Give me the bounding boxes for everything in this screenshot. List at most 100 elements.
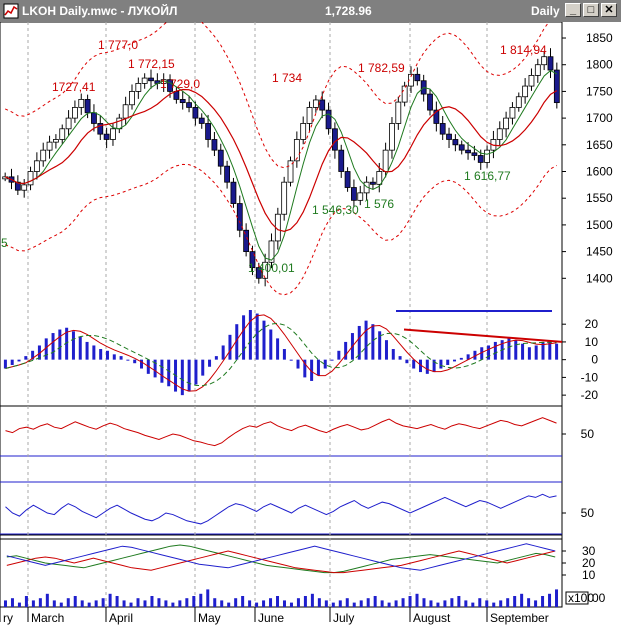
macd-axis-label: 0 — [591, 353, 598, 367]
macd-histogram-bar — [105, 350, 109, 360]
volume-bar — [478, 598, 482, 607]
peak-price-label: 1 734 — [272, 71, 302, 85]
macd-histogram-bar — [214, 356, 218, 360]
trough-price-label: 1 546,30 — [312, 203, 359, 217]
price-candle — [262, 261, 269, 279]
macd-histogram-bar — [493, 341, 497, 360]
price-axis-label: 1600 — [586, 165, 613, 179]
volume-bar — [3, 600, 7, 607]
macd-axis-label: -20 — [581, 388, 599, 402]
volume-bar — [492, 602, 496, 607]
macd-histogram-bar — [10, 359, 14, 365]
volume-bar — [359, 600, 363, 607]
volume-bar — [534, 600, 538, 607]
price-candle — [243, 229, 250, 253]
chart-canvas[interactable]: ry March April May June July August September 14… — [0, 22, 621, 625]
peak-price-label: 1 777,0 — [98, 38, 138, 52]
slow-moving-average-line — [4, 88, 558, 232]
peak-price-label: 1727,41 — [52, 80, 96, 94]
price-candle — [122, 104, 129, 119]
volume-bar — [276, 596, 280, 607]
price-candle — [293, 139, 300, 162]
macd-histogram-bar — [235, 324, 239, 360]
price-candle — [217, 149, 224, 167]
price-candle — [249, 251, 256, 269]
volume-bar — [192, 596, 196, 607]
macd-histogram-bar — [453, 359, 457, 362]
price-axis-label: 1550 — [586, 191, 613, 205]
volume-bar — [269, 598, 273, 607]
volume-bar — [157, 598, 161, 607]
macd-histogram-bar — [71, 331, 75, 360]
volume-bar — [206, 589, 210, 607]
chart-area[interactable]: ry March April May June July August September 14… — [0, 22, 621, 625]
volume-bar — [282, 600, 286, 607]
volume-bar — [457, 596, 461, 607]
peak-price-label: 1 782,59 — [358, 61, 405, 75]
volume-bar — [248, 600, 252, 607]
macd-histogram-bar — [527, 347, 531, 360]
price-candle — [465, 149, 471, 154]
close-button[interactable]: ✕ — [601, 3, 617, 17]
macd-histogram-bar — [425, 359, 429, 374]
price-candle — [528, 74, 535, 87]
volume-bar — [122, 600, 126, 607]
macd-histogram-bar — [473, 350, 477, 360]
title-bar[interactable]: LKOH Daily.mwc - ЛУКОЙЛ 1,728.96 Daily _… — [0, 0, 621, 22]
volume-unit-label: x100 — [568, 591, 594, 605]
volume-bar — [213, 598, 217, 607]
volume-bar — [317, 598, 321, 607]
macd-histogram-bar — [51, 333, 55, 360]
volume-bar — [422, 598, 426, 607]
volume-bar — [429, 600, 433, 607]
upper-envelope-line — [4, 22, 550, 169]
price-candle — [52, 139, 59, 143]
macd-histogram-bar — [412, 359, 416, 369]
last-price: 1,728.96 — [325, 4, 372, 18]
peak-price-label: 1 729,0 — [160, 77, 200, 91]
period-label: Daily — [531, 4, 560, 18]
macd-histogram-bar — [201, 359, 205, 376]
chart-app-icon — [3, 3, 19, 19]
month-label: April — [109, 611, 133, 625]
volume-bar — [506, 598, 510, 607]
macd-histogram-bar — [160, 359, 164, 383]
price-axis-label: 1750 — [586, 84, 613, 98]
volume-bar — [227, 602, 231, 607]
price-candle — [192, 107, 199, 119]
month-label: May — [198, 611, 221, 625]
macd-histogram-bar — [446, 359, 450, 365]
macd-histogram-bar — [187, 359, 191, 392]
macd-histogram-bar — [255, 313, 259, 360]
volume-bar — [10, 598, 14, 607]
price-candle — [439, 123, 446, 135]
price-candle — [205, 123, 211, 140]
macd-histogram-bar — [44, 338, 48, 360]
volume-bar — [296, 598, 300, 607]
macd-histogram-bar — [330, 359, 334, 361]
macd-histogram-bar — [119, 356, 123, 360]
macd-axis-label: 10 — [585, 335, 599, 349]
macd-histogram-bar — [228, 334, 232, 360]
price-candle — [458, 144, 465, 151]
macd-histogram-bar — [398, 356, 402, 360]
volume-bar — [366, 598, 370, 607]
volume-bar — [513, 596, 517, 607]
price-candle — [300, 123, 307, 140]
price-candle — [503, 117, 510, 130]
volume-bar — [450, 598, 454, 607]
price-axis-label: 1850 — [586, 31, 613, 45]
macd-histogram-bar — [208, 359, 212, 367]
price-axis-label: 1700 — [586, 111, 613, 125]
price-axis-label: 1800 — [586, 58, 613, 72]
minimize-button[interactable]: _ — [565, 3, 581, 17]
macd-histogram-bar — [194, 359, 198, 385]
price-candle — [72, 107, 78, 119]
maximize-button[interactable]: □ — [583, 3, 599, 17]
volume-bar — [373, 596, 377, 607]
macd-histogram-bar — [99, 349, 103, 360]
volume-bar — [548, 593, 552, 607]
macd-histogram-bar — [466, 354, 470, 360]
volume-bar — [464, 600, 468, 607]
volume-unit-box — [565, 591, 589, 605]
